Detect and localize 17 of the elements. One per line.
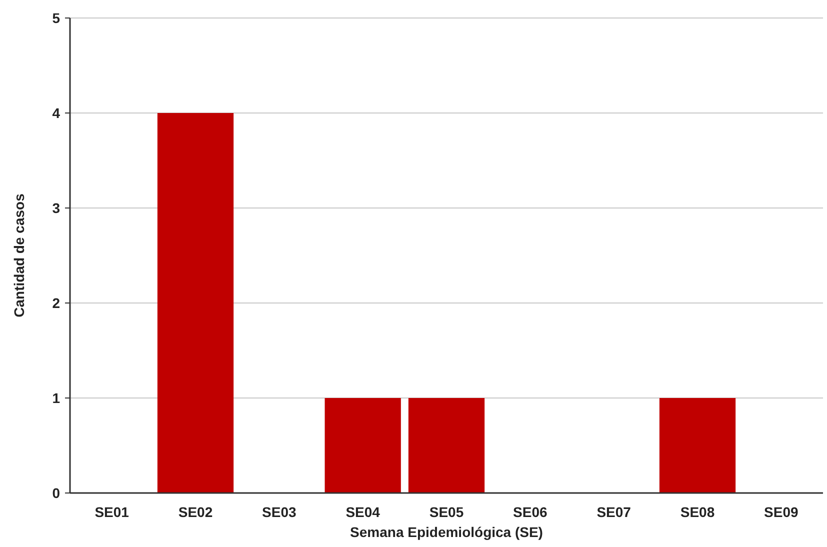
y-tick-label: 0 (52, 484, 60, 501)
x-axis-title: Semana Epidemiológica (SE) (350, 524, 543, 540)
y-tick-label: 2 (52, 294, 60, 311)
y-tick-label: 5 (52, 10, 60, 26)
x-tick-label: SE01 (94, 504, 130, 520)
y-tick-label: 3 (52, 200, 60, 216)
x-tick-label: SE04 (346, 504, 380, 520)
x-tick-label: SE06 (513, 504, 548, 520)
x-tick-label: SE07 (596, 504, 632, 520)
y-axis-title: Cantidad de casos (11, 193, 27, 318)
y-tick-label: 1 (52, 390, 60, 406)
x-tick-label: SE05 (429, 504, 464, 520)
x-tick-label: SE03 (262, 504, 297, 520)
x-tick-label: SE02 (178, 504, 213, 520)
x-tick-label: SE08 (680, 504, 715, 520)
y-tick-label: 4 (52, 104, 60, 121)
x-tick-label: SE09 (764, 504, 799, 520)
